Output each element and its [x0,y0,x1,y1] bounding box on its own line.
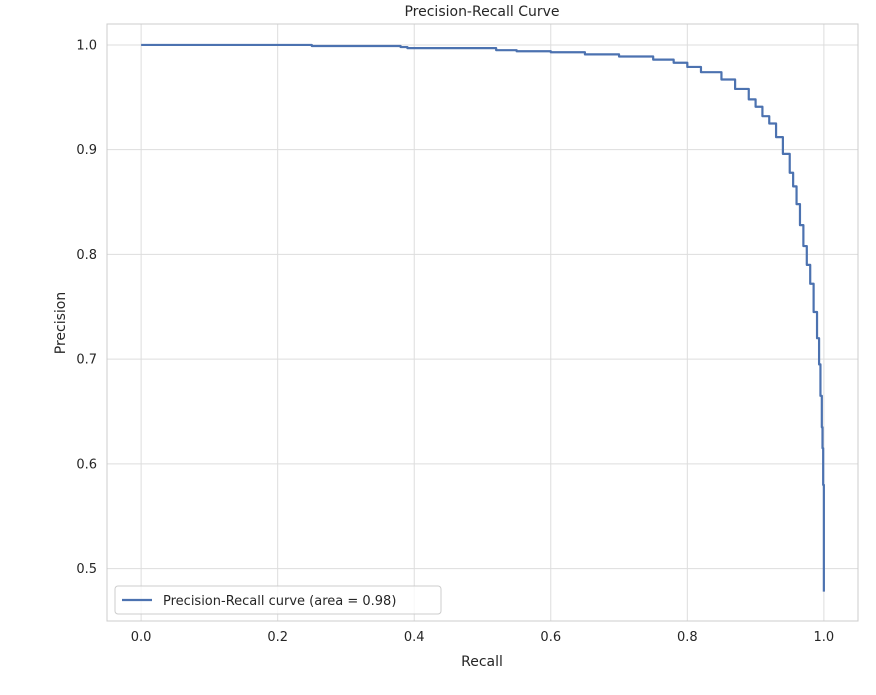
legend-entry-label: Precision-Recall curve (area = 0.98) [163,594,396,609]
series-layer [141,43,825,592]
y-tick-label: 0.6 [76,457,97,472]
x-tick-label: 0.8 [677,630,698,645]
y-tick-label: 0.5 [76,562,97,577]
x-tick-label: 0.4 [404,630,425,645]
precision-recall-series-line [141,43,825,592]
plot-area-background [107,24,858,621]
y-tick-label: 0.9 [76,143,97,158]
x-tick-label: 0.0 [131,630,152,645]
y-tick-label: 0.7 [76,353,97,368]
y-axis-label: Precision [53,292,69,354]
plot-frame [106,23,859,622]
x-tick-label: 0.6 [540,630,561,645]
x-axis-label: Recall [461,654,503,670]
y-tick-label: 0.8 [76,248,97,263]
legend: Precision-Recall curve (area = 0.98) [114,585,442,615]
x-tick-label: 0.2 [267,630,288,645]
tick-labels: 0.0 0.2 0.4 0.6 0.8 1.0 0.5 0.6 0.7 0.8 0.9 1.0 [76,38,834,645]
x-tick-label: 1.0 [814,630,835,645]
y-tick-label: 1.0 [76,38,97,53]
chart-title: Precision-Recall Curve [404,4,559,20]
legend-box [114,585,442,615]
